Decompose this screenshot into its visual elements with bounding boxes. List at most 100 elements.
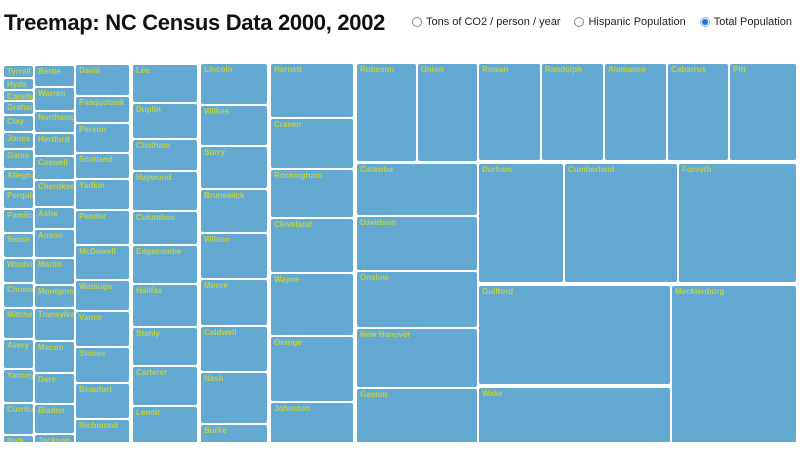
treemap-cell-robeson[interactable]: Robeson: [357, 64, 416, 161]
treemap-cell-dare[interactable]: Dare: [35, 374, 74, 403]
treemap-cell-caldwell[interactable]: Caldwell: [201, 327, 267, 371]
treemap-cell-johnston[interactable]: Johnston: [271, 403, 353, 442]
treemap-cell-perquimans[interactable]: Perquimans: [4, 190, 33, 208]
treemap-cell-camden[interactable]: Camden: [4, 91, 33, 100]
treemap-cell-randolph[interactable]: Randolph: [542, 64, 603, 160]
treemap-cell-rockingham[interactable]: Rockingham: [271, 170, 353, 217]
treemap-cell-currituck[interactable]: Currituck: [4, 404, 33, 434]
treemap-cell-warren[interactable]: Warren: [35, 88, 74, 110]
treemap-cell-polk[interactable]: Polk: [4, 436, 33, 442]
treemap-cell-rowan[interactable]: Rowan: [479, 64, 540, 160]
treemap-cell-chowan[interactable]: Chowan: [4, 284, 33, 307]
radio-option-total-population[interactable]: Total Population: [699, 16, 792, 28]
radio-icon[interactable]: [699, 17, 710, 27]
treemap-cell-edgecombe[interactable]: Edgecombe: [133, 246, 197, 283]
treemap-cell-columbus[interactable]: Columbus: [133, 212, 197, 244]
treemap-cell-harnett[interactable]: Harnett: [271, 64, 353, 117]
treemap-cell-ashe[interactable]: Ashe: [35, 208, 74, 228]
treemap-cell-alamance[interactable]: Alamance: [605, 64, 666, 160]
treemap-cell-richmond[interactable]: Richmond: [76, 420, 129, 442]
treemap-cell-wilson[interactable]: Wilson: [201, 234, 267, 278]
treemap-cell-alleghany[interactable]: Alleghany: [4, 170, 33, 188]
treemap-cell-graham[interactable]: Graham: [4, 102, 33, 114]
treemap-cell-lee[interactable]: Lee: [133, 65, 197, 102]
county-label: Harnett: [274, 65, 303, 74]
treemap-cell-pitt[interactable]: Pitt: [730, 64, 796, 160]
treemap-cell-caswell[interactable]: Caswell: [35, 157, 74, 179]
treemap-cell-onslow[interactable]: Onslow: [357, 272, 477, 327]
treemap-cell-cherokee[interactable]: Cherokee: [35, 181, 74, 206]
treemap-cell-duplin[interactable]: Duplin: [133, 104, 197, 138]
treemap-cell-mecklenburg[interactable]: Mecklenburg: [672, 286, 796, 442]
treemap-cell-pender[interactable]: Pender: [76, 211, 129, 244]
treemap-cell-pasquotank[interactable]: Pasquotank: [76, 97, 129, 122]
treemap-cell-swain[interactable]: Swain: [4, 234, 33, 257]
treemap-cell-bertie[interactable]: Bertie: [35, 66, 74, 86]
treemap-cell-hyde[interactable]: Hyde: [4, 79, 33, 89]
treemap-cell-burke[interactable]: Burke: [201, 425, 267, 442]
treemap-cell-brunswick[interactable]: Brunswick: [201, 190, 267, 232]
page-title: Treemap: NC Census Data 2000, 2002: [4, 10, 386, 35]
treemap-cell-carteret[interactable]: Carteret: [133, 367, 197, 405]
treemap-cell-gates[interactable]: Gates: [4, 150, 33, 168]
treemap-cell-bladen[interactable]: Bladen: [35, 405, 74, 433]
treemap-cell-cleveland[interactable]: Cleveland: [271, 219, 353, 272]
treemap-cell-haywood[interactable]: Haywood: [133, 172, 197, 210]
treemap-cell-surry[interactable]: Surry: [201, 147, 267, 188]
treemap-cell-macon[interactable]: Macon: [35, 342, 74, 372]
radio-icon[interactable]: [411, 17, 422, 27]
treemap-cell-martin[interactable]: Martin: [35, 259, 74, 284]
treemap-cell-mcdowell[interactable]: McDowell: [76, 246, 129, 279]
treemap-cell-beaufort[interactable]: Beaufort: [76, 384, 129, 418]
treemap-cell-davie[interactable]: Davie: [76, 65, 129, 95]
treemap-cell-guilford[interactable]: Guilford: [479, 286, 670, 384]
treemap-cell-watauga[interactable]: Watauga: [76, 281, 129, 310]
treemap-cell-hertford[interactable]: Hertford: [35, 134, 74, 155]
treemap-cell-chatham[interactable]: Chatham: [133, 140, 197, 170]
treemap-cell-montgomery[interactable]: Montgomery: [35, 286, 74, 307]
radio-option-co2[interactable]: Tons of CO2 / person / year: [411, 16, 560, 28]
treemap-cell-moore[interactable]: Moore: [201, 280, 267, 325]
radio-option-hispanic-population[interactable]: Hispanic Population: [574, 16, 686, 28]
treemap-cell-yancey[interactable]: Yancey: [4, 370, 33, 402]
treemap-cell-stanly[interactable]: Stanly: [133, 328, 197, 365]
county-label: Watauga: [79, 282, 113, 291]
treemap-cell-mitchell[interactable]: Mitchell: [4, 309, 33, 338]
treemap-cell-wilkes[interactable]: Wilkes: [201, 106, 267, 145]
treemap-cell-catawba[interactable]: Catawba: [357, 164, 477, 215]
treemap-cell-pamlico[interactable]: Pamlico: [4, 210, 33, 232]
treemap-cell-anson[interactable]: Anson: [35, 230, 74, 257]
treemap-cell-durham[interactable]: Durham: [479, 164, 563, 282]
treemap-cell-lenoir[interactable]: Lenoir: [133, 407, 197, 442]
treemap-cell-new-hanover[interactable]: New Hanover: [357, 329, 477, 387]
treemap-cell-person[interactable]: Person: [76, 124, 129, 152]
county-label: Haywood: [136, 173, 172, 182]
treemap-cell-gaston[interactable]: Gaston: [357, 389, 477, 442]
radio-icon[interactable]: [574, 17, 585, 27]
treemap-cell-transylvania[interactable]: Transylvania: [35, 309, 74, 340]
treemap-cell-yadkin[interactable]: Yadkin: [76, 180, 129, 209]
treemap-cell-jones[interactable]: Jones: [4, 133, 33, 148]
treemap-cell-forsyth[interactable]: Forsyth: [679, 164, 796, 282]
treemap-cell-cabarrus[interactable]: Cabarrus: [668, 64, 728, 160]
treemap-cell-union[interactable]: Union: [418, 64, 477, 161]
treemap-cell-davidson[interactable]: Davidson: [357, 217, 477, 270]
treemap-cell-northampton[interactable]: Northampton: [35, 112, 74, 132]
county-label: Pasquotank: [79, 98, 125, 107]
treemap-cell-cumberland[interactable]: Cumberland: [565, 164, 677, 282]
treemap-cell-clay[interactable]: Clay: [4, 116, 33, 131]
treemap-cell-vance[interactable]: Vance: [76, 312, 129, 346]
treemap-cell-jackson[interactable]: Jackson: [35, 435, 74, 442]
treemap-cell-scotland[interactable]: Scotland: [76, 154, 129, 178]
treemap-cell-craven[interactable]: Craven: [271, 119, 353, 168]
treemap-cell-tyrrell[interactable]: Tyrrell: [4, 66, 33, 77]
treemap-cell-lincoln[interactable]: Lincoln: [201, 64, 267, 104]
treemap-cell-nash[interactable]: Nash: [201, 373, 267, 423]
treemap-cell-avery[interactable]: Avery: [4, 340, 33, 368]
treemap-cell-washington[interactable]: Washington: [4, 259, 33, 282]
treemap-cell-wayne[interactable]: Wayne: [271, 274, 353, 335]
treemap-cell-wake[interactable]: Wake: [479, 388, 670, 442]
treemap-cell-stokes[interactable]: Stokes: [76, 348, 129, 382]
treemap-cell-orange[interactable]: Orange: [271, 337, 353, 401]
treemap-cell-halifax[interactable]: Halifax: [133, 285, 197, 326]
